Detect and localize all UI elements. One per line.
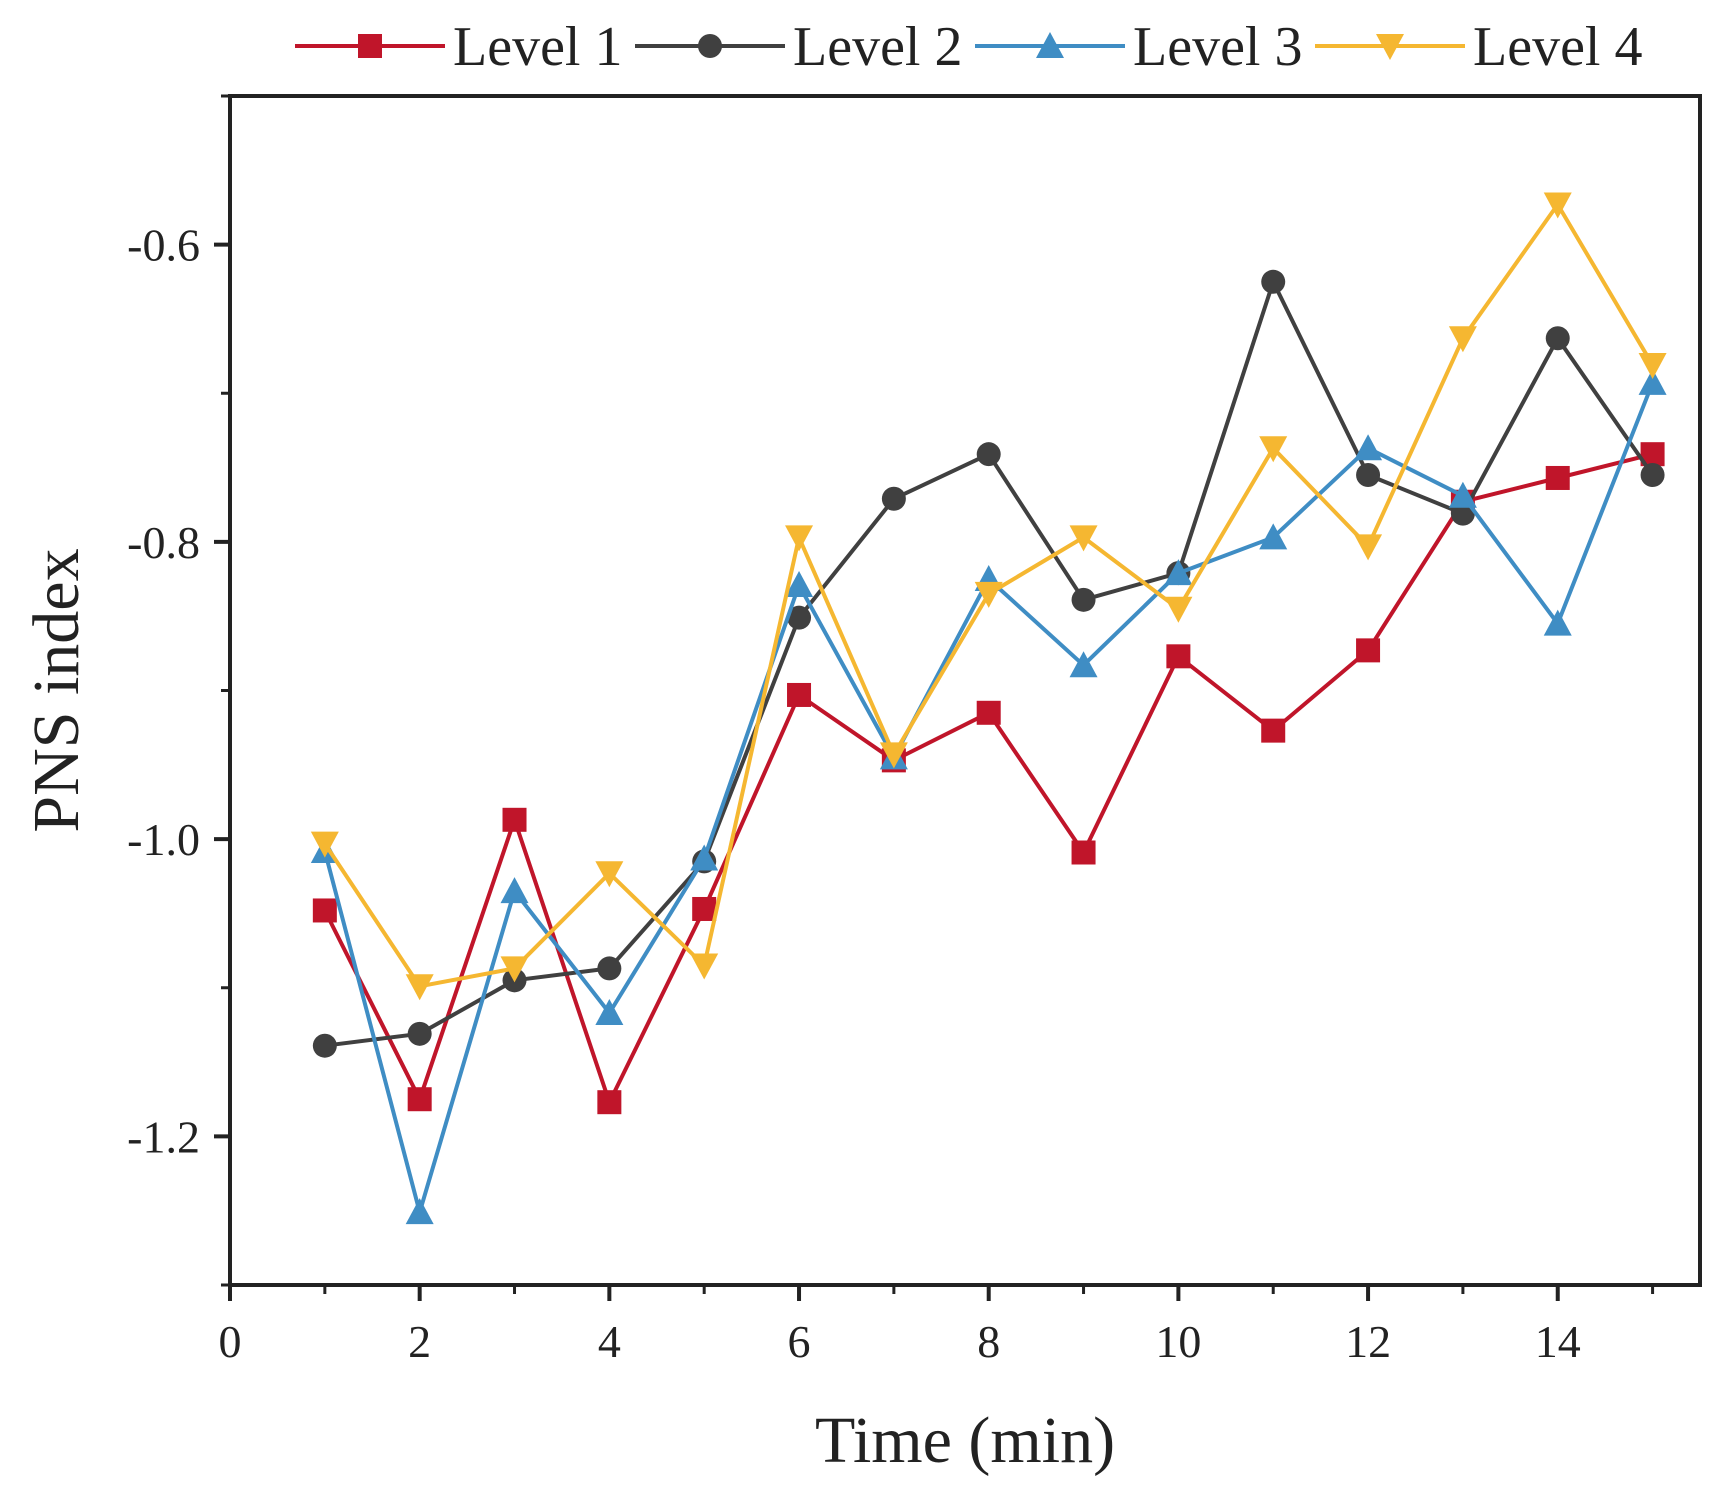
legend-label: Level 3 — [1133, 16, 1302, 78]
data-point — [690, 953, 719, 980]
data-point — [1640, 462, 1665, 487]
data-point — [500, 877, 529, 904]
x-axis: 0 2 4 6 8 10 12 14 — [219, 1285, 1655, 1367]
series-level-3 — [310, 368, 1667, 1225]
legend-item: Level 3 — [975, 16, 1302, 78]
x-tick-label: 6 — [788, 1316, 811, 1367]
data-point — [1071, 840, 1096, 865]
series-line — [323, 452, 1654, 1105]
x-tick-label: 12 — [1345, 1316, 1391, 1367]
data-point — [1356, 462, 1381, 487]
data-point — [1164, 559, 1193, 586]
data-point — [405, 974, 434, 1001]
data-point — [597, 956, 622, 981]
data-point — [692, 896, 717, 921]
data-point — [1036, 32, 1064, 58]
y-tick-label: -0.6 — [127, 220, 200, 271]
data-point — [1545, 465, 1570, 490]
data-point — [881, 486, 906, 511]
data-point — [974, 581, 1003, 608]
y-tick-label: -0.8 — [127, 517, 200, 568]
data-point — [1164, 596, 1193, 623]
series-level-2 — [312, 269, 1665, 1058]
data-point — [1261, 718, 1286, 743]
data-point — [1261, 269, 1286, 294]
data-point — [1259, 436, 1288, 463]
data-point — [879, 742, 908, 769]
data-point — [698, 34, 722, 58]
data-point — [1376, 34, 1404, 60]
x-tick-label: 0 — [219, 1316, 242, 1367]
series-level-1 — [312, 442, 1665, 1115]
data-point — [407, 1087, 432, 1112]
legend-label: Level 2 — [793, 16, 962, 78]
legend-item: Level 1 — [295, 16, 622, 78]
legend-label: Level 4 — [1473, 16, 1642, 78]
data-point — [1071, 587, 1096, 612]
data-point — [976, 700, 1001, 725]
x-axis-title: Time (min) — [815, 1404, 1115, 1477]
data-point — [1259, 523, 1288, 550]
y-axis: -1.2 -1.0 -0.8 -0.6 — [127, 94, 230, 1287]
data-point — [1543, 609, 1572, 636]
x-tick-label: 4 — [598, 1316, 621, 1367]
data-point — [690, 844, 719, 871]
data-point — [1069, 651, 1098, 678]
series-level-4 — [310, 192, 1667, 1001]
legend-item: Level 2 — [635, 16, 962, 78]
data-point — [1356, 638, 1381, 663]
data-point — [407, 1021, 432, 1046]
data-point — [1638, 368, 1667, 395]
data-point — [785, 525, 814, 552]
data-point — [1354, 534, 1383, 561]
data-point — [597, 1090, 622, 1115]
y-tick-label: -1.2 — [127, 1111, 200, 1162]
data-point — [500, 956, 529, 983]
legend-label: Level 1 — [453, 16, 622, 78]
data-point — [1166, 644, 1191, 669]
y-axis-title: PNS index — [20, 548, 93, 832]
data-point — [595, 861, 624, 888]
x-tick-label: 2 — [408, 1316, 431, 1367]
data-point — [1069, 525, 1098, 552]
data-point — [502, 807, 527, 832]
series-line — [324, 279, 1655, 1048]
data-point — [1448, 326, 1477, 353]
x-tick-label: 14 — [1535, 1316, 1581, 1367]
data-point — [310, 831, 339, 858]
data-point — [1448, 481, 1477, 508]
data-point — [787, 682, 812, 707]
data-point — [1543, 192, 1572, 219]
data-point — [1638, 353, 1667, 380]
data-point — [595, 999, 624, 1026]
legend-item: Level 4 — [1315, 16, 1642, 78]
y-tick-label: -1.0 — [127, 814, 200, 865]
data-point — [312, 898, 337, 923]
data-point — [1545, 326, 1570, 351]
data-point — [785, 570, 814, 597]
data-point — [787, 605, 812, 630]
legend: Level 1 Level 2 Level 3 Level 4 — [295, 16, 1642, 78]
x-tick-label: 8 — [977, 1316, 1000, 1367]
data-point — [358, 34, 382, 58]
data-point — [312, 1033, 337, 1058]
series-layer — [310, 192, 1667, 1225]
data-point — [405, 1198, 434, 1225]
data-point — [1354, 434, 1383, 461]
x-tick-label: 10 — [1155, 1316, 1201, 1367]
data-point — [976, 442, 1001, 467]
